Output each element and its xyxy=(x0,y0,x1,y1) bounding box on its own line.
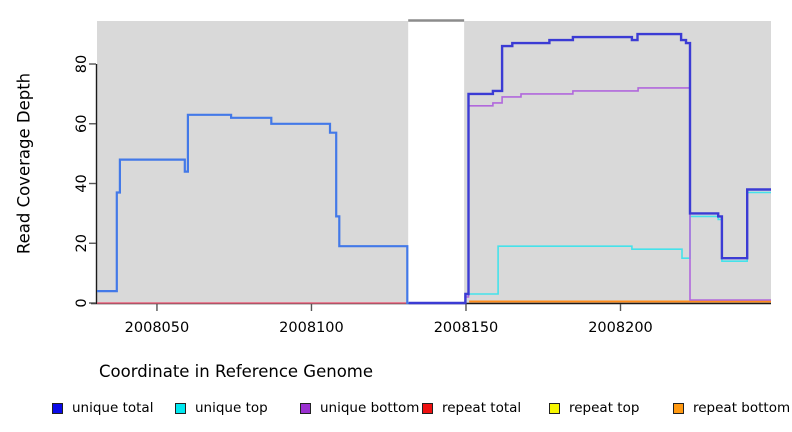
legend-label: unique bottom xyxy=(320,400,420,416)
x-axis-title-row: Coordinate in Reference Genome xyxy=(0,362,792,381)
x-tick-label: 2008050 xyxy=(125,320,190,336)
y-axis-title: Read Coverage Depth xyxy=(14,72,34,255)
y-tick-label: 60 xyxy=(74,115,90,133)
legend-swatch-repeat-total xyxy=(422,402,433,414)
x-tick-label: 2008150 xyxy=(434,320,499,336)
legend-swatch-unique-top xyxy=(175,402,186,414)
no-coverage-gap-band xyxy=(408,21,465,303)
legend-item-unique-total: unique total xyxy=(52,399,153,417)
x-tick-label: 2008200 xyxy=(588,320,653,336)
series-line-unique-bottom xyxy=(464,87,771,301)
y-tick-label: 80 xyxy=(74,55,90,73)
series-line-unique-total xyxy=(97,113,409,305)
legend-item-repeat-bottom: repeat bottom xyxy=(673,399,790,417)
y-tick-label: 0 xyxy=(74,298,90,307)
legend-item-unique-bottom: unique bottom xyxy=(300,399,419,417)
legend-label: repeat total xyxy=(442,400,522,416)
legend-item-repeat-top: repeat top xyxy=(549,399,639,417)
legend-swatch-repeat-top xyxy=(549,402,560,414)
legend-item-unique-top: unique top xyxy=(175,399,268,417)
legend-swatch-unique-total xyxy=(52,402,63,414)
legend-label: unique top xyxy=(195,400,268,416)
y-tick-label: 20 xyxy=(74,234,90,252)
x-axis-title: Coordinate in Reference Genome xyxy=(98,362,374,381)
legend-item-repeat-total: repeat total xyxy=(422,399,521,417)
legend: unique total unique top unique bottom repea… xyxy=(0,399,792,421)
y-tick-label: 40 xyxy=(74,174,90,192)
series-line-unique-total xyxy=(408,32,771,305)
legend-swatch-unique-bottom xyxy=(300,402,311,414)
legend-swatch-repeat-bottom xyxy=(673,402,684,414)
x-tick-label: 2008100 xyxy=(279,320,344,336)
legend-label: repeat top xyxy=(569,400,640,416)
legend-label: unique total xyxy=(72,400,154,416)
legend-label: repeat bottom xyxy=(693,400,791,416)
